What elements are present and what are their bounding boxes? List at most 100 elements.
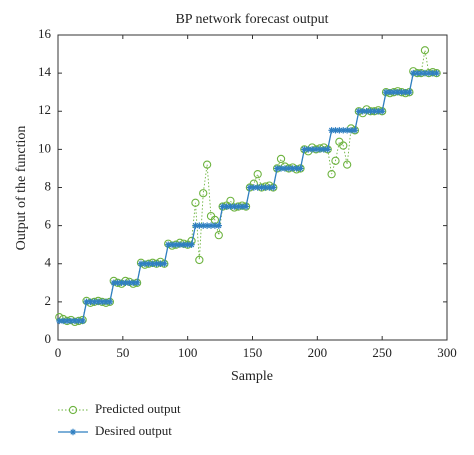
y-tick-label: 6 xyxy=(45,217,52,232)
marker-star xyxy=(343,127,351,134)
marker-star xyxy=(359,108,366,115)
marker-star xyxy=(168,241,176,248)
legend-item: Predicted output xyxy=(58,401,181,416)
marker-star xyxy=(375,108,382,115)
marker-star xyxy=(336,127,343,134)
marker-star xyxy=(413,69,421,77)
marker-star xyxy=(293,165,300,172)
y-tick-label: 12 xyxy=(38,102,51,117)
marker-star xyxy=(227,203,234,210)
marker-star xyxy=(386,88,394,96)
marker-star xyxy=(102,298,110,306)
legend-item: Desired output xyxy=(58,423,172,438)
marker-star xyxy=(351,127,359,134)
marker-star xyxy=(316,146,324,153)
marker-star xyxy=(200,222,207,229)
marker-star xyxy=(238,203,246,210)
y-tick-label: 8 xyxy=(45,178,52,193)
x-tick-label: 0 xyxy=(55,345,62,360)
marker-star xyxy=(378,108,386,115)
marker-star xyxy=(421,69,429,77)
marker-star xyxy=(273,165,281,172)
marker-star xyxy=(114,279,121,287)
marker-star xyxy=(320,146,328,153)
marker-star xyxy=(110,279,117,287)
marker-circle xyxy=(327,170,336,179)
marker-star xyxy=(75,317,82,325)
marker-star xyxy=(83,298,90,306)
marker-star xyxy=(149,260,156,267)
marker-star xyxy=(281,165,289,172)
marker-star xyxy=(250,184,257,191)
x-tick-label: 100 xyxy=(178,345,198,360)
marker-star xyxy=(390,88,398,96)
marker-star xyxy=(215,222,222,229)
y-axis-label: Output of the function xyxy=(14,126,29,251)
marker-star xyxy=(145,260,152,267)
marker-star xyxy=(246,184,254,191)
marker-star xyxy=(235,203,242,210)
marker-star xyxy=(67,317,75,325)
marker-star xyxy=(176,241,184,248)
marker-star xyxy=(188,241,195,248)
marker-circle xyxy=(343,160,352,169)
y-tick-label: 2 xyxy=(45,293,52,308)
marker-star xyxy=(297,165,304,172)
legend-label: Predicted output xyxy=(95,401,181,416)
marker-circle xyxy=(331,156,340,165)
marker-star xyxy=(203,222,211,229)
chart-title: BP network forecast output xyxy=(175,12,328,27)
marker-star xyxy=(417,69,425,77)
marker-star xyxy=(363,108,370,115)
marker-star xyxy=(141,260,149,267)
marker-star xyxy=(367,108,374,115)
x-axis-label: Sample xyxy=(231,369,273,384)
marker-star xyxy=(161,260,168,267)
marker-star xyxy=(106,298,114,306)
marker-star xyxy=(133,279,141,287)
marker-circle xyxy=(191,198,200,207)
marker-star xyxy=(340,127,347,134)
marker-star xyxy=(223,203,230,210)
y-tick-label: 14 xyxy=(38,64,52,79)
marker-circle xyxy=(276,154,286,164)
marker-star xyxy=(153,260,160,267)
marker-star xyxy=(69,428,77,436)
marker-star xyxy=(231,203,238,210)
marker-star xyxy=(324,146,331,153)
marker-star xyxy=(429,69,436,77)
marker-star xyxy=(382,88,390,96)
marker-star xyxy=(94,298,102,306)
marker-star xyxy=(347,127,355,134)
marker-circle xyxy=(202,160,212,169)
marker-circle xyxy=(199,189,208,198)
marker-star xyxy=(332,127,339,134)
marker-star xyxy=(180,241,187,248)
marker-circle xyxy=(195,255,204,265)
x-tick-label: 50 xyxy=(116,345,129,360)
marker-star xyxy=(254,184,261,191)
marker-star xyxy=(98,298,106,306)
marker-star xyxy=(137,260,145,267)
marker-star xyxy=(270,184,277,191)
marker-star xyxy=(192,222,199,229)
marker-star xyxy=(207,222,215,229)
marker-circle xyxy=(339,141,348,150)
marker-star xyxy=(71,317,79,325)
marker-star xyxy=(184,241,191,248)
marker-star xyxy=(425,69,433,77)
marker-circle xyxy=(420,46,430,55)
marker-star xyxy=(126,279,133,287)
marker-star xyxy=(371,108,378,115)
marker-star xyxy=(59,317,67,325)
x-tick-label: 150 xyxy=(243,345,263,360)
x-tick-label: 200 xyxy=(308,345,328,360)
marker-star xyxy=(196,222,203,229)
marker-circle xyxy=(214,231,223,240)
y-tick-label: 4 xyxy=(45,255,52,270)
marker-star xyxy=(87,298,94,306)
marker-star xyxy=(242,203,250,210)
marker-circle xyxy=(68,405,78,415)
y-tick-label: 16 xyxy=(38,26,52,41)
marker-star xyxy=(165,241,172,248)
